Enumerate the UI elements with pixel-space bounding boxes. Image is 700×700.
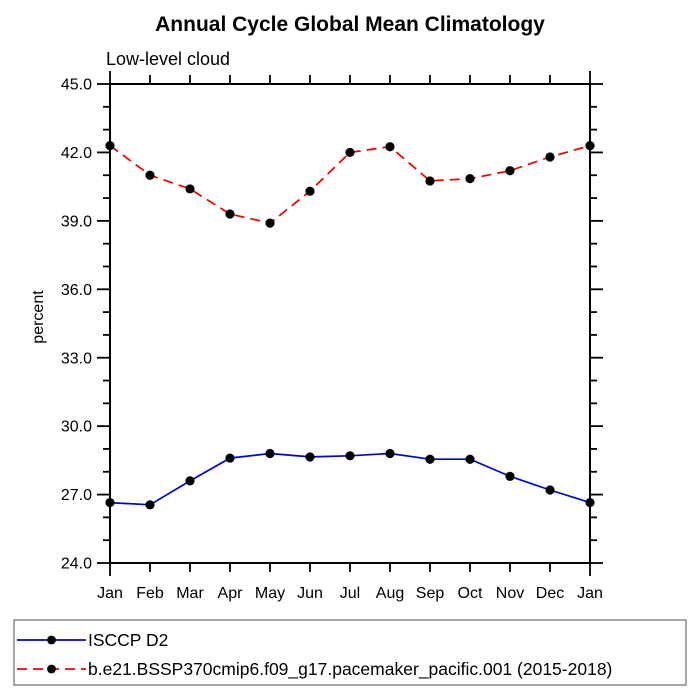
y-axis-tick-label: 36.0 [61,282,92,299]
x-axis-tick-label: Jan [97,585,123,602]
y-axis-tick-label: 24.0 [61,556,92,573]
data-point-marker [225,209,235,219]
data-point-marker [425,176,435,186]
x-axis-tick-label: Jan [577,585,603,602]
y-axis-tick-label: 39.0 [61,213,92,230]
data-point-marker [305,452,315,462]
legend-entry-isccp-d2: ISCCP D2 [17,630,168,650]
legend: ISCCP D2 b.e21.BSSP370cmip6.f09_g17.pace… [13,619,687,686]
x-axis-tick-label: Nov [496,585,524,602]
data-point-marker [465,454,475,464]
data-point-marker [465,174,475,184]
data-point-marker [105,140,115,151]
chart-title: Annual Cycle Global Mean Climatology [155,13,545,36]
data-point-marker [145,500,155,510]
data-point-marker [345,147,355,158]
data-point-marker [425,454,435,464]
data-point-marker [345,451,355,461]
data-point-marker [185,476,195,486]
legend-entry-model-run: b.e21.BSSP370cmip6.f09_g17.pacemaker_pac… [17,659,612,680]
legend-label-model: b.e21.BSSP370cmip6.f09_g17.pacemaker_pac… [88,659,612,680]
x-axis-tick-label: Feb [136,585,164,602]
data-point-marker [305,186,315,196]
series-line-0 [109,452,591,506]
data-point-marker [145,170,155,180]
y-axis-tick-label: 45.0 [61,77,92,94]
x-axis-tick-label: Dec [536,585,564,602]
x-axis-tick-label: Jun [297,585,323,602]
y-axis-tick-label: 27.0 [61,487,92,504]
x-axis-tick-label: May [255,585,285,602]
data-point-marker [225,453,235,463]
x-axis-tick-label: Jul [340,585,360,602]
legend-marker-dot-icon [47,635,56,645]
plot-frame [109,83,591,564]
data-point-marker [545,152,555,162]
data-point-marker [265,218,275,228]
data-point-marker [265,448,275,459]
x-axis-tick-label: Apr [218,585,244,602]
legend-label-isccp: ISCCP D2 [88,630,168,650]
x-axis-tick-label: Aug [376,585,404,602]
x-axis-tick-label: Mar [176,585,204,602]
data-point-marker [545,485,555,495]
chart-subtitle: Low-level cloud [106,49,230,69]
legend-marker-dot-icon [47,664,56,674]
data-point-marker [505,166,515,176]
x-axis-tick-label: Oct [458,585,483,602]
data-point-marker [185,184,195,194]
y-axis-label: percent [30,290,47,344]
data-point-marker [585,140,595,151]
y-axis-tick-label: 42.0 [61,145,92,162]
y-axis-tick-label: 33.0 [61,350,92,367]
data-point-marker [385,448,395,459]
data-point-marker [385,142,395,152]
data-point-marker [105,497,115,508]
plot-axes: 24.0 27.0 30.0 33.0 36.0 39.0 42.0 45.0 Jan Feb Ma… [61,71,603,602]
data-point-marker [585,497,595,508]
data-series-layer [105,140,595,510]
data-point-marker [505,471,515,481]
x-axis-tick-label: Sep [416,585,445,602]
series-line-1 [109,144,591,225]
y-axis-tick-label: 30.0 [61,419,92,436]
legend-box [13,619,687,686]
